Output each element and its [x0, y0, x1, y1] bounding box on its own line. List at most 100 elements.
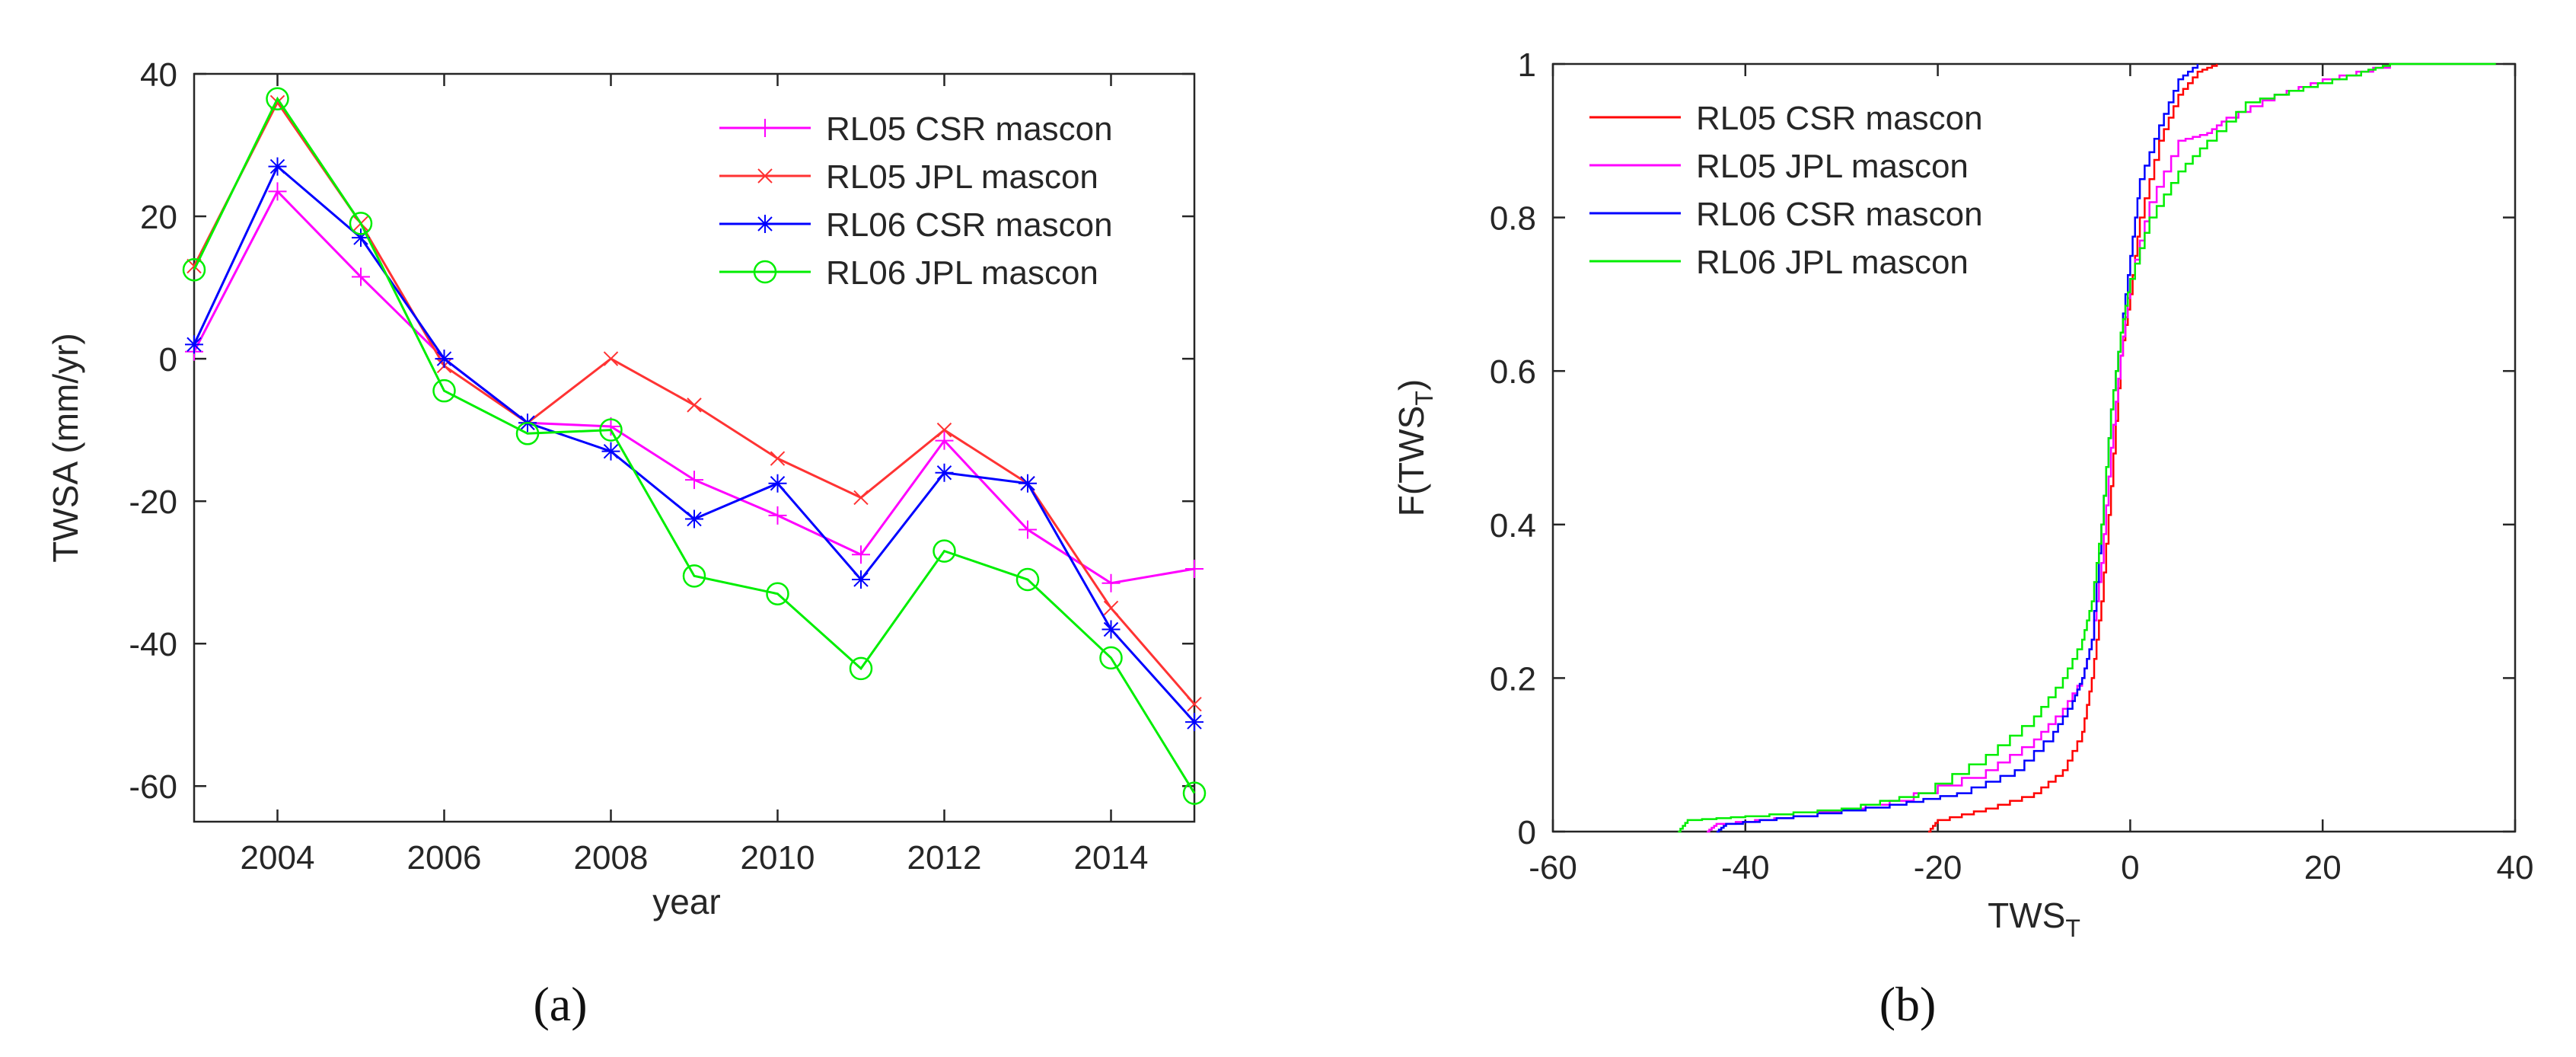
data-point	[935, 463, 954, 482]
data-point	[687, 398, 702, 413]
data-point	[853, 490, 869, 506]
data-point	[599, 418, 623, 442]
legend-item: RL06 CSR mascon	[719, 206, 1113, 244]
y-tick-label: 0.2	[1490, 660, 1536, 698]
caption-a: (a)	[533, 977, 587, 1031]
legend-marker	[757, 168, 773, 184]
data-point	[603, 351, 619, 366]
legend-marker	[756, 119, 774, 137]
series-rl05-csr-mascon	[185, 182, 1204, 592]
data-point	[935, 431, 954, 450]
series-rl06-jpl-mascon	[182, 87, 1207, 805]
data-point	[1019, 520, 1037, 539]
legend-item: RL06 JPL mascon	[719, 254, 1098, 292]
panel-a-chart: 2004 2006 2008 2010 2012 2014 -60 -40 -20 0 20 40 y…	[46, 56, 1207, 921]
data-point	[1101, 620, 1121, 639]
y-tick-label: 0.4	[1490, 507, 1536, 544]
data-point	[1019, 474, 1037, 493]
data-point	[768, 474, 787, 493]
y-tick-label: -40	[129, 626, 177, 663]
panel-b-legend: RL05 CSR mascon RL05 JPL mascon RL06 CSR m…	[1589, 100, 1983, 281]
data-point	[268, 157, 287, 176]
panel-a-x-axis-label: year	[652, 882, 720, 921]
legend-label: RL06 JPL mascon	[1696, 244, 1969, 281]
y-tick-label: 20	[140, 199, 177, 236]
data-point	[852, 545, 870, 564]
x-tick-label: 2010	[741, 839, 815, 877]
data-point	[1185, 559, 1204, 578]
y-tick-label: -20	[129, 484, 177, 521]
legend-item: RL05 CSR mascon	[719, 110, 1113, 148]
panel-b-x-axis-label: TWST	[1988, 896, 2080, 942]
x-tick-label: 2006	[407, 839, 482, 877]
legend-label: RL05 JPL mascon	[1696, 148, 1969, 185]
x-tick-label: -60	[1529, 849, 1577, 886]
data-point	[435, 350, 454, 369]
data-point	[1187, 696, 1202, 712]
data-point	[936, 422, 952, 438]
cdf-line-rl06-jpl-mascon	[1678, 62, 2496, 833]
panel-b-chart: -60 -40 -20 0 20 40 0 0.2 0.4 0.6 0.8 1 TWST F(TWST…	[1392, 46, 2533, 942]
data-point	[1103, 600, 1119, 616]
legend-marker	[756, 215, 774, 233]
data-point	[1185, 713, 1204, 732]
series-line	[193, 96, 1196, 794]
y-tick-label: 0	[159, 341, 177, 378]
data-point	[268, 182, 287, 201]
panel-b-y-axis-label: F(TWST)	[1392, 379, 1438, 517]
series-rl06-csr-mascon	[185, 157, 1204, 732]
data-point	[685, 509, 703, 528]
panel-a-y-axis-label: TWSA (mm/yr)	[46, 333, 85, 563]
legend-label: RL05 CSR mascon	[1696, 100, 1983, 137]
data-point	[352, 267, 370, 286]
x-tick-label: 20	[2304, 849, 2342, 886]
data-point	[766, 582, 789, 605]
data-point	[1101, 573, 1121, 592]
panel-a-legend: RL05 CSR mascon RL05 JPL mascon RL06 CSR m…	[719, 110, 1113, 292]
x-tick-label: 2004	[241, 839, 315, 877]
data-point	[1015, 567, 1040, 592]
y-tick-label: 1	[1518, 46, 1536, 84]
data-point	[185, 335, 203, 354]
data-point	[601, 417, 620, 436]
data-point	[515, 422, 540, 445]
panel-b-series	[1678, 62, 2496, 833]
data-point	[768, 506, 787, 525]
cdf-line-rl05-jpl-mascon	[1707, 64, 2391, 833]
data-point	[266, 87, 289, 110]
legend-item: RL05 CSR mascon	[1589, 100, 1983, 137]
x-tick-label: 40	[2497, 849, 2534, 886]
legend-label: RL06 CSR mascon	[826, 206, 1113, 244]
x-tick-label: -40	[1721, 849, 1770, 886]
x-tick-label: 2012	[907, 839, 982, 877]
data-point	[1182, 781, 1207, 805]
legend-label: RL06 JPL mascon	[826, 254, 1098, 292]
y-tick-label: 0	[1518, 814, 1536, 851]
x-tick-label: 0	[2121, 849, 2139, 886]
data-point	[1099, 646, 1123, 670]
data-point	[770, 451, 786, 466]
y-tick-label: 0.8	[1490, 200, 1536, 238]
data-point	[349, 212, 373, 235]
legend-item: RL06 CSR mascon	[1589, 196, 1983, 233]
x-tick-label: 2008	[574, 839, 649, 877]
legend-item: RL05 JPL mascon	[719, 158, 1098, 196]
legend-item: RL06 JPL mascon	[1589, 244, 1969, 281]
data-point	[685, 471, 703, 490]
y-tick-label: 40	[140, 56, 177, 94]
x-tick-label: -20	[1914, 849, 1962, 886]
y-tick-label: 0.6	[1490, 353, 1536, 391]
data-point	[852, 570, 870, 589]
panel-b-ticks: -60 -40 -20 0 20 40 0 0.2 0.4 0.6 0.8 1	[1490, 46, 2534, 886]
cdf-line-rl06-csr-mascon	[1716, 64, 2199, 833]
cdf-line-rl05-csr-mascon	[1927, 64, 2218, 833]
series-line	[193, 164, 1196, 723]
data-point	[432, 378, 456, 403]
caption-b: (b)	[1879, 977, 1937, 1031]
data-point	[682, 564, 706, 588]
data-point	[182, 257, 206, 282]
legend-label: RL05 CSR mascon	[826, 110, 1113, 148]
y-tick-label: -60	[129, 768, 177, 806]
data-point	[352, 228, 370, 247]
